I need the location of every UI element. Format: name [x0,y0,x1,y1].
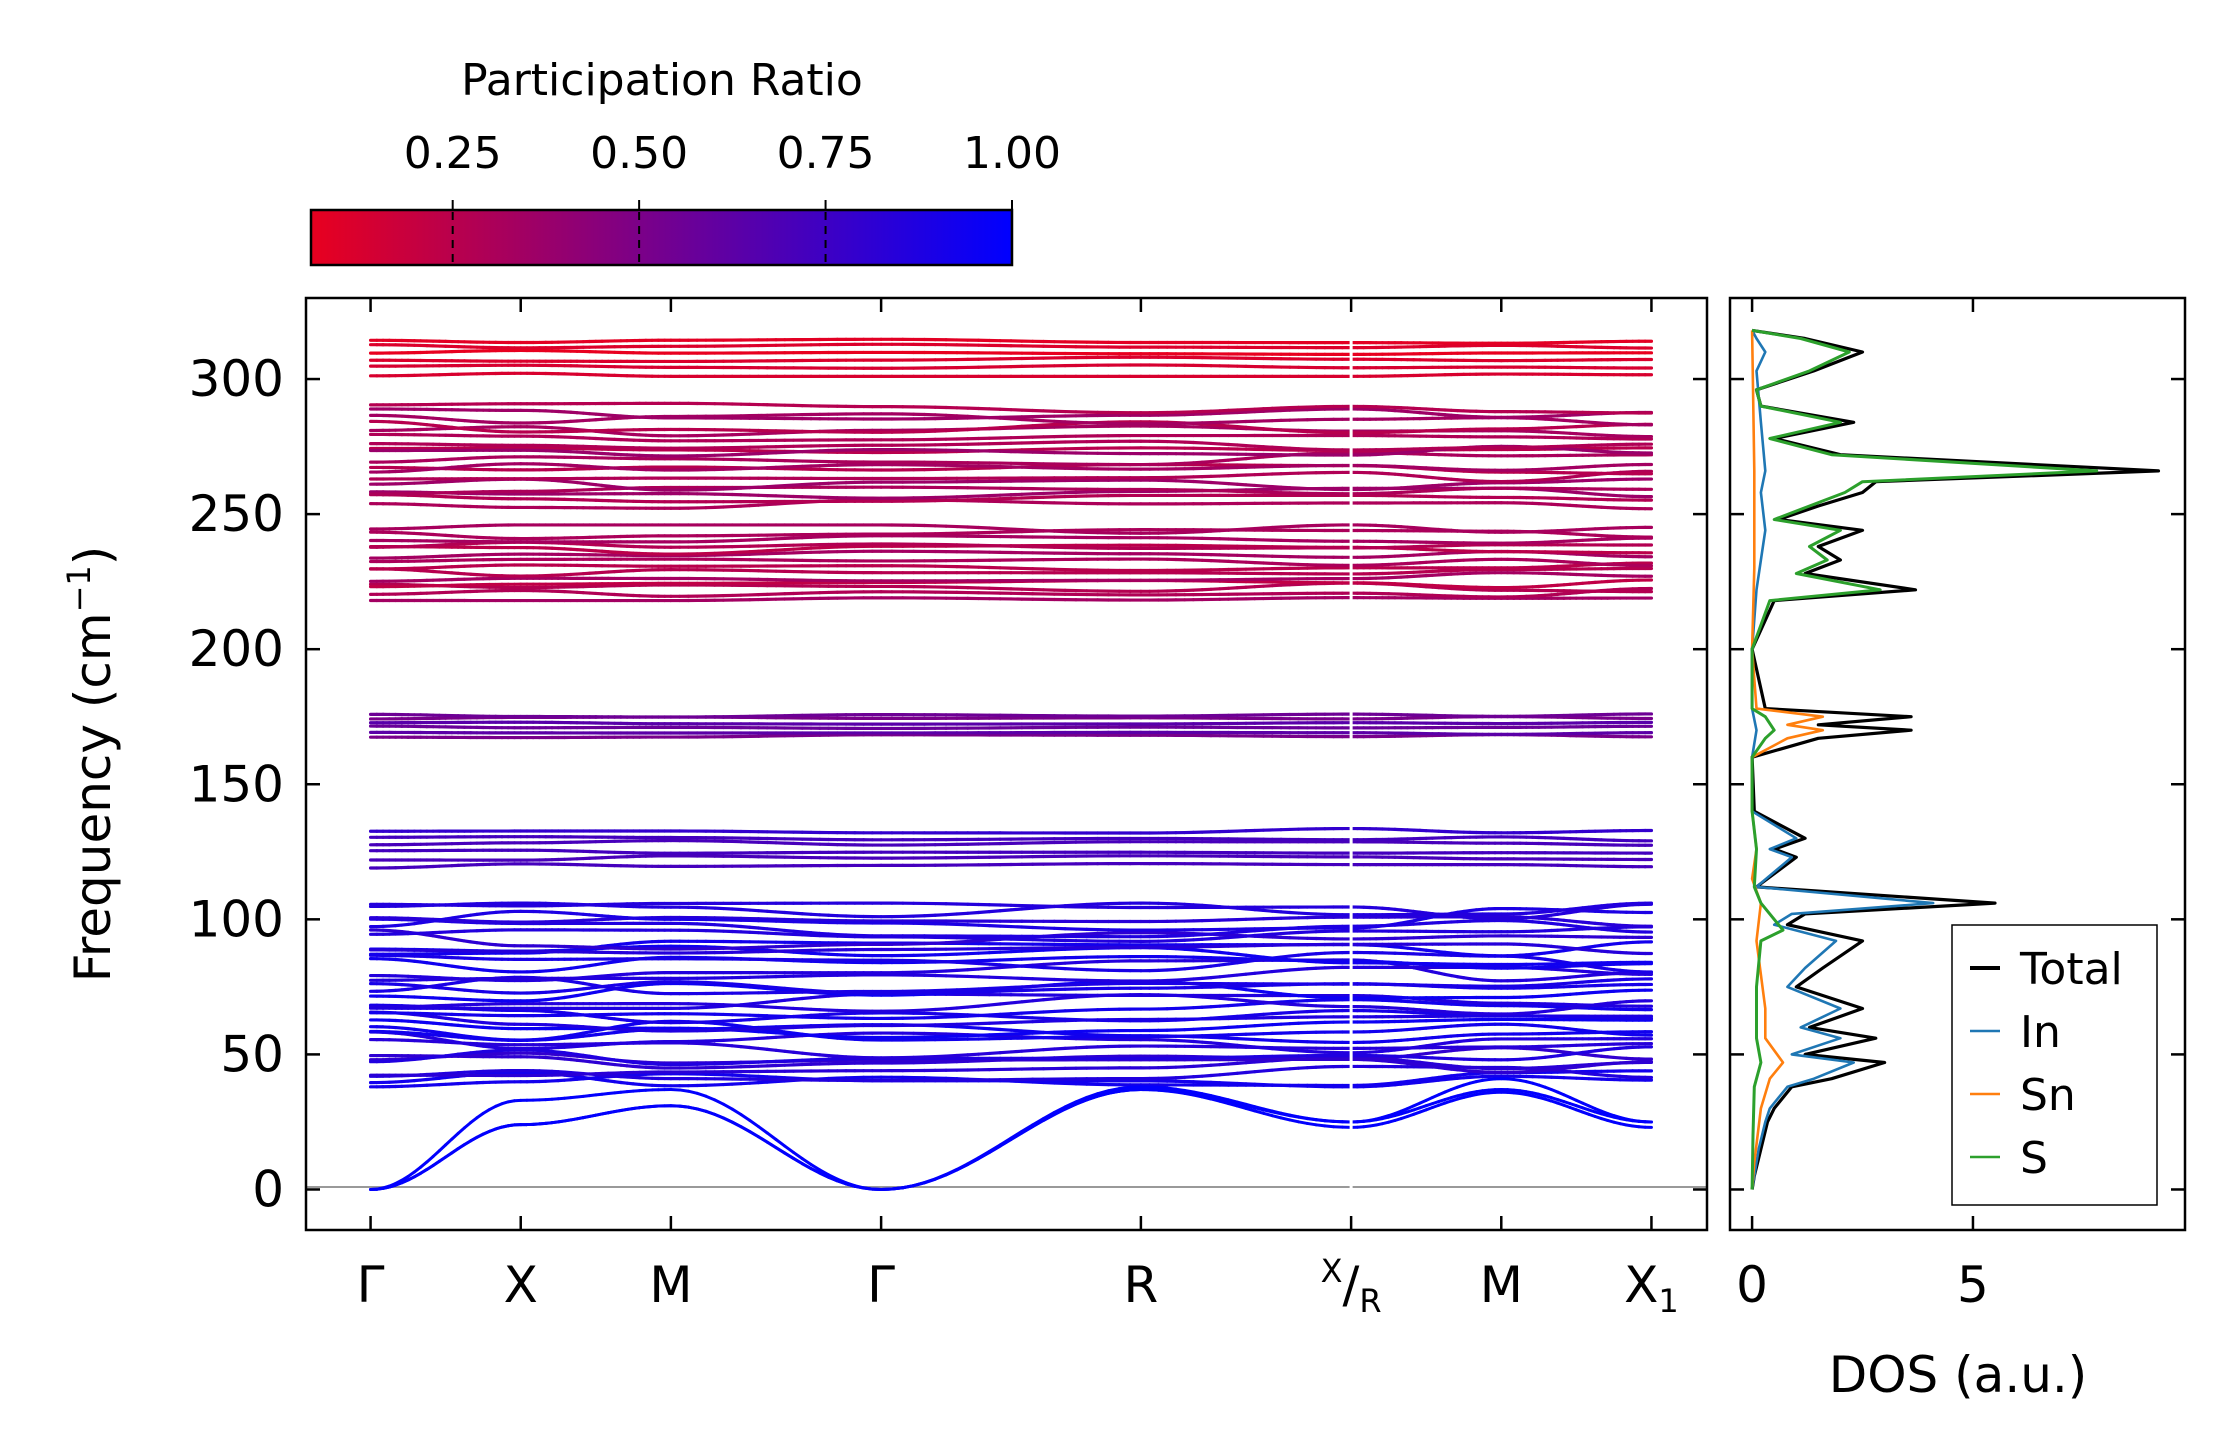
band-line-low-optical [1009,1015,1024,1019]
colorbar-ticks: 0.25 0.50 0.75 1.00 [404,128,1061,263]
band-line-low-optical [987,1012,1002,1017]
band-line-low-optical [933,941,948,945]
band-line-low-optical [1041,1009,1056,1014]
band-line-low-optical [922,1007,937,1012]
band-line-low-optical [955,939,970,944]
band-line-low-optical [944,960,959,964]
band-line-low-optical [1041,1047,1056,1052]
band-line-low-optical [976,961,991,966]
band-line-low-optical [1009,1000,1024,1005]
band-line-low-optical [1052,961,1067,966]
band-line-low-optical [944,940,959,945]
colorbar-label: Participation Ratio [461,55,863,106]
band-line-low-optical [1020,984,1035,989]
band-line-low-optical [944,1053,959,1058]
band-line-low-optical [987,1002,1002,1007]
band-line-low-optical [1009,1011,1024,1016]
colorbar-tick-label: 1.00 [963,128,1061,179]
band-line-low-optical [966,967,981,972]
band-line-low-optical [1020,1029,1035,1034]
band-line-low-optical [966,939,981,944]
band-line-low-optical [998,1001,1013,1006]
colorbar-tick-label: 0.25 [404,128,502,179]
band-line-low-optical [976,1003,991,1008]
band-line-low-optical [998,1027,1013,1032]
band-line-low-optical [987,950,1002,955]
band-line-low-optical [966,1004,981,1009]
band-line-low-optical [944,1024,959,1029]
band-line-low-optical [987,986,1002,991]
band-line-low-optical [966,1025,981,1030]
band-line-low-optical [998,1014,1013,1019]
band-line-low-optical [1020,964,1035,969]
phonon-bands [368,298,1654,1230]
band-line-low-optical [987,1051,1002,1056]
band-line-low-optical [1063,1031,1078,1036]
band-line-low-optical [933,1007,948,1012]
colorbar-tick-label: 0.50 [590,128,688,179]
band-line-low-optical [998,1050,1013,1055]
band-line-low-optical [1063,967,1078,971]
band-line-low-optical [1020,999,1035,1004]
band-line-low-optical [1041,965,1056,970]
band-line-low-optical [955,960,970,965]
band-line-low-optical [1052,966,1067,971]
band-line-low-optical [955,1025,970,1030]
band-line-low-optical [998,1012,1013,1016]
band-line-low-optical [1052,996,1067,1001]
band-line-low-optical [976,966,991,971]
band-line-low-optical [1031,1048,1046,1053]
band-line-low-optical [1009,1028,1024,1033]
band-line-low-optical [933,969,948,974]
band-line-low-optical [998,963,1013,968]
band-line-low-optical [998,985,1013,990]
band-line-low-optical [1009,963,1024,968]
band-line-low-optical [955,1014,970,1019]
band-line-low-optical [1052,1046,1067,1051]
band-line-low-optical [1020,1010,1035,1015]
band-line-low-optical [987,965,1002,970]
band-line-low-optical [1009,985,1024,990]
colorbar: Participation Ratio 0.25 0.50 0.75 1.00 [309,55,1061,267]
band-line-low-optical [1074,932,1089,937]
band-line-low-optical [987,962,1002,967]
band-line-low-optical [998,950,1013,954]
band-line-low-optical [1020,949,1035,953]
band-line-low-optical [1031,965,1046,970]
band-line-low-optical [976,1013,991,1018]
band-line-low-optical [1041,997,1056,1002]
band-line-low-optical [976,1026,991,1031]
band-line-low-optical [1052,1009,1067,1014]
band-line-low-optical [987,1027,1002,1032]
band-line-low-optical [1031,962,1046,967]
band-line-low-optical [955,968,970,972]
band-line-low-optical [976,938,991,943]
band-line-low-optical [933,1054,948,1059]
colorbar-gradient [309,208,1014,267]
band-line-low-optical [976,1051,991,1056]
band-line-low-optical [1020,1015,1035,1020]
band-line-low-optical [1063,932,1078,937]
band-line-low-optical [944,968,959,973]
band-line-low-optical [1074,960,1089,965]
band-line-low-optical [1063,995,1078,1000]
band-line-low-optical [955,1053,970,1058]
band-line-low-optical [1031,998,1046,1003]
band-line-low-optical [1063,960,1078,965]
band-line-low-optical [966,961,981,966]
band-line-low-optical [944,1006,959,1011]
band-line-low-optical [1009,1049,1024,1054]
band-line-low-optical [1031,1010,1046,1015]
band-line-low-optical [966,1013,981,1018]
band-line-low-optical [966,1052,981,1057]
band-line-low-optical [955,1005,970,1010]
band-line-low-optical [1020,1048,1035,1053]
band-line-low-optical [1009,949,1024,954]
band-line-low-optical [1074,1045,1089,1050]
band-line-low-optical [1041,962,1056,967]
band-line-low-optical [1063,1046,1078,1050]
colorbar-tick-label: 0.75 [777,128,875,179]
